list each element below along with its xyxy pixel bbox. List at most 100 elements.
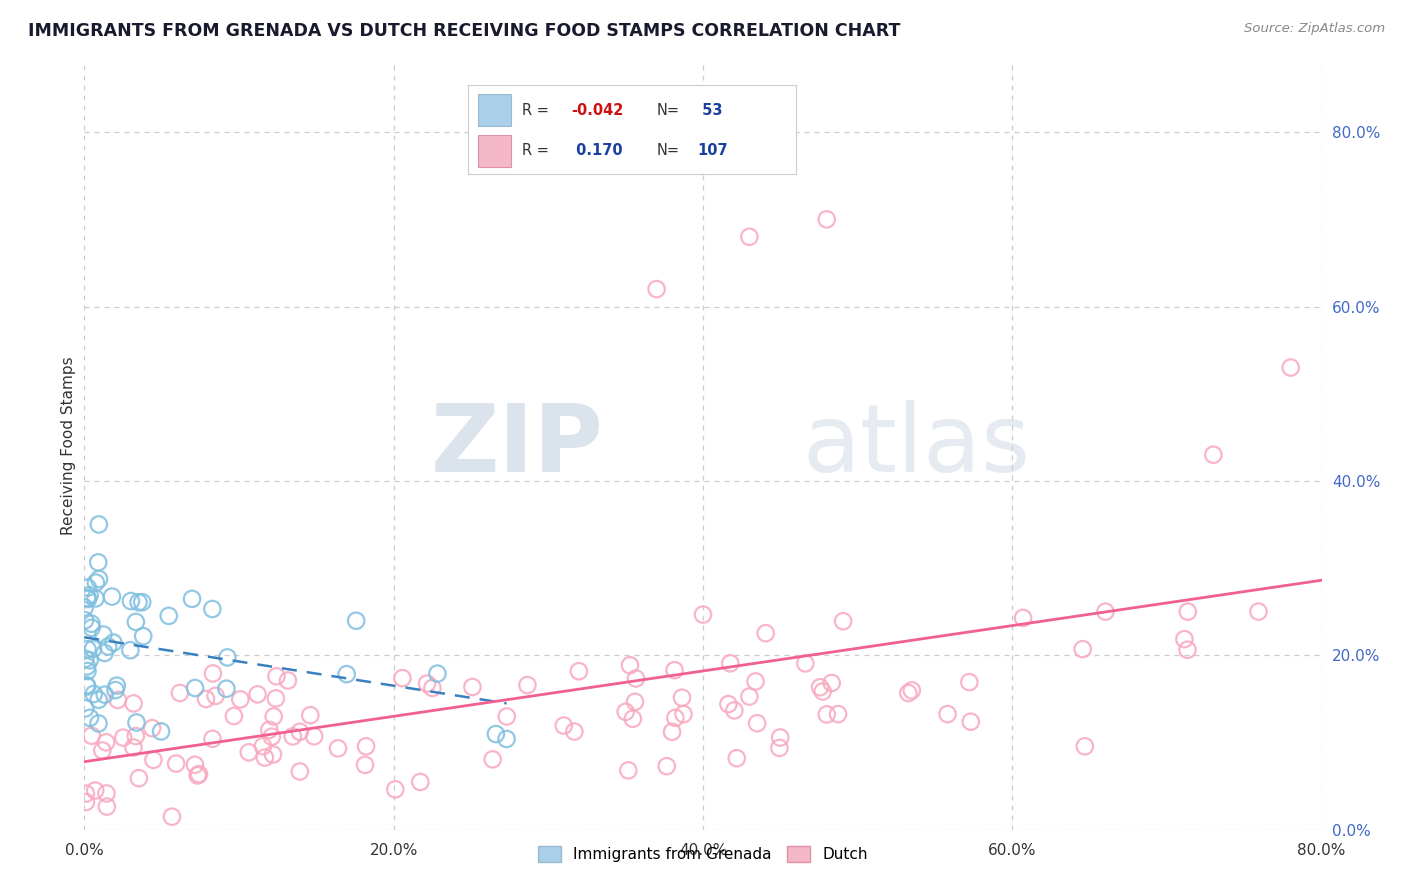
Point: [195, 692, 218, 706]
Point: [384, 782, 406, 797]
Point: [87, 716, 110, 731]
Point: [160, 810, 183, 824]
Point: [821, 676, 844, 690]
Point: [815, 212, 838, 227]
Point: [204, 689, 226, 703]
Point: [96, 787, 118, 801]
Point: [128, 595, 150, 609]
Point: [354, 758, 377, 772]
Point: [621, 712, 644, 726]
Point: [142, 753, 165, 767]
Point: [238, 745, 260, 759]
Point: [288, 764, 311, 779]
Point: [553, 718, 575, 732]
Point: [80, 621, 103, 635]
Point: [125, 615, 148, 629]
Point: [461, 680, 484, 694]
Point: [87, 555, 110, 569]
Point: [132, 629, 155, 643]
Point: [79, 588, 101, 602]
Point: [188, 767, 211, 781]
Point: [79, 653, 101, 667]
Point: [252, 739, 274, 754]
Point: [815, 707, 838, 722]
Point: [299, 708, 322, 723]
Point: [184, 681, 207, 695]
Point: [738, 229, 761, 244]
Point: [302, 729, 325, 743]
Point: [263, 709, 285, 723]
Point: [664, 711, 686, 725]
Point: [112, 731, 135, 745]
Point: [246, 687, 269, 701]
Point: [260, 730, 283, 744]
Point: [262, 747, 284, 762]
Point: [75, 652, 97, 666]
Point: [624, 672, 647, 686]
Point: [718, 657, 741, 671]
Point: [181, 591, 204, 606]
Point: [755, 626, 778, 640]
Point: [288, 724, 311, 739]
Point: [827, 707, 849, 722]
Point: [93, 627, 115, 641]
Point: [832, 614, 855, 628]
Point: [495, 731, 517, 746]
Point: [264, 691, 287, 706]
Point: [495, 709, 517, 723]
Point: [277, 673, 299, 688]
Point: [326, 741, 349, 756]
Point: [125, 715, 148, 730]
Point: [744, 674, 766, 689]
Point: [87, 572, 110, 586]
Y-axis label: Receiving Food Stamps: Receiving Food Stamps: [60, 357, 76, 535]
Point: [738, 690, 761, 704]
Point: [150, 724, 173, 739]
Point: [76, 659, 98, 673]
Point: [661, 724, 683, 739]
Legend: Immigrants from Grenada, Dutch: Immigrants from Grenada, Dutch: [531, 839, 875, 868]
Point: [91, 743, 114, 757]
Point: [426, 666, 449, 681]
Point: [73, 600, 96, 615]
Point: [93, 646, 115, 660]
Point: [169, 686, 191, 700]
Point: [564, 724, 586, 739]
Point: [222, 709, 245, 723]
Point: [84, 591, 107, 606]
Point: [391, 671, 413, 685]
Point: [84, 783, 107, 797]
Point: [655, 759, 678, 773]
Point: [75, 787, 97, 801]
Point: [416, 676, 439, 690]
Point: [1202, 448, 1225, 462]
Point: [1074, 739, 1097, 754]
Point: [184, 757, 207, 772]
Point: [344, 614, 367, 628]
Point: [354, 739, 377, 754]
Point: [84, 575, 107, 590]
Point: [409, 775, 432, 789]
Point: [1173, 632, 1195, 647]
Point: [76, 664, 98, 678]
Point: [794, 657, 817, 671]
Point: [645, 282, 668, 296]
Point: [97, 640, 120, 654]
Text: IMMIGRANTS FROM GRENADA VS DUTCH RECEIVING FOOD STAMPS CORRELATION CHART: IMMIGRANTS FROM GRENADA VS DUTCH RECEIVI…: [28, 22, 900, 40]
Point: [1177, 642, 1199, 657]
Point: [253, 750, 276, 764]
Point: [1177, 605, 1199, 619]
Point: [76, 680, 98, 694]
Point: [105, 679, 128, 693]
Point: [107, 693, 129, 707]
Point: [768, 740, 790, 755]
Point: [725, 751, 748, 765]
Text: atlas: atlas: [801, 400, 1031, 492]
Point: [617, 764, 640, 778]
Point: [1094, 605, 1116, 619]
Point: [104, 683, 127, 698]
Point: [157, 608, 180, 623]
Point: [672, 707, 695, 722]
Point: [229, 692, 252, 706]
Point: [936, 707, 959, 722]
